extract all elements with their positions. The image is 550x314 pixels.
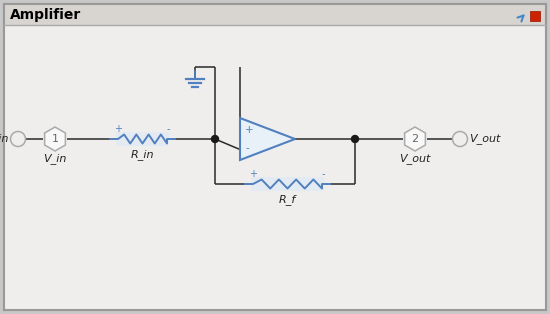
- Text: 1: 1: [52, 134, 58, 144]
- Text: -: -: [245, 143, 249, 153]
- Text: -: -: [167, 124, 170, 134]
- Text: R_in: R_in: [131, 149, 154, 160]
- Text: -: -: [322, 169, 325, 179]
- Text: +: +: [249, 169, 257, 179]
- Text: +: +: [245, 125, 254, 135]
- Text: V_out: V_out: [399, 153, 431, 164]
- Text: V_in: V_in: [0, 133, 9, 144]
- Text: R_f: R_f: [279, 194, 296, 205]
- FancyBboxPatch shape: [116, 132, 169, 146]
- FancyBboxPatch shape: [251, 177, 324, 191]
- Text: +: +: [114, 124, 122, 134]
- Polygon shape: [240, 118, 295, 160]
- Text: Amplifier: Amplifier: [10, 8, 81, 21]
- FancyBboxPatch shape: [530, 11, 540, 21]
- Circle shape: [351, 136, 359, 143]
- Text: 2: 2: [411, 134, 419, 144]
- FancyBboxPatch shape: [4, 4, 546, 310]
- Polygon shape: [405, 127, 425, 151]
- Polygon shape: [45, 127, 65, 151]
- Circle shape: [212, 136, 218, 143]
- FancyBboxPatch shape: [4, 25, 546, 310]
- Text: V_in: V_in: [43, 153, 67, 164]
- FancyBboxPatch shape: [4, 4, 546, 25]
- Text: V_out: V_out: [469, 133, 500, 144]
